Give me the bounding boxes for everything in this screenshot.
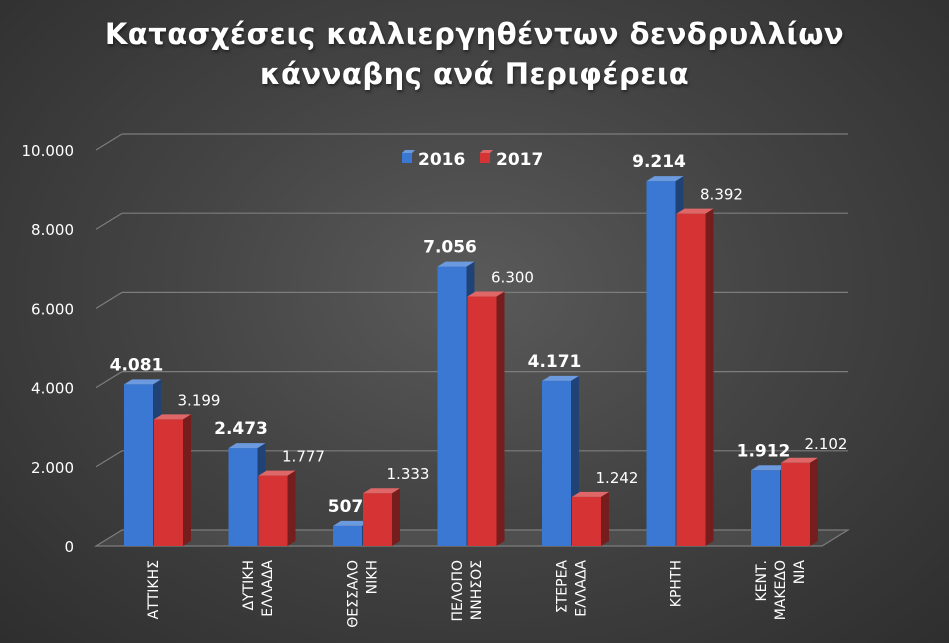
gridline-depth — [95, 291, 123, 309]
bar — [228, 448, 258, 546]
data-label: 7.056 — [423, 238, 477, 258]
bar — [542, 380, 571, 546]
y-tick-label: 0 — [64, 538, 74, 556]
legend-swatch-top — [402, 150, 415, 153]
x-tick-label: ΝΙΚΗ — [365, 560, 381, 594]
bar — [258, 475, 288, 546]
x-tick-label: ΑΤΤΙΚΗΣ — [146, 560, 162, 619]
bar — [572, 496, 601, 546]
chart-title: Κατασχέσεις καλλιεργηθέντων δενδρυλλίων … — [0, 14, 949, 94]
bar-top — [781, 457, 818, 463]
x-tick-label: ΠΕΛΟΠΟ — [450, 560, 466, 622]
data-label: 2.473 — [214, 419, 268, 439]
bar — [363, 493, 392, 546]
bar-top — [333, 520, 370, 526]
bar-side — [810, 457, 818, 546]
y-tick-label: 6.000 — [31, 300, 74, 318]
data-label: 1.242 — [596, 469, 639, 487]
chart-title-line-2: κάνναβης ανά Περιφέρεια — [259, 57, 690, 91]
x-tick-label: ΕΛΛΑΔΑ — [260, 560, 276, 617]
bar-side — [496, 291, 505, 546]
legend-label: 2017 — [496, 150, 543, 170]
data-label: 4.171 — [528, 352, 582, 372]
gridline-depth — [95, 450, 123, 468]
bar-top — [676, 208, 714, 214]
x-tick-label: ΕΛΛΑΔΑ — [574, 560, 590, 617]
data-label: 1.777 — [282, 448, 325, 466]
data-label: 1.912 — [737, 441, 791, 461]
data-label: 8.392 — [700, 186, 743, 204]
bar-top — [572, 491, 609, 497]
bar-top — [363, 488, 400, 494]
bar — [751, 470, 780, 546]
data-label: 1.333 — [387, 465, 430, 483]
legend-swatch — [402, 153, 412, 163]
x-tick-label: ΜΑΚΕΔΟ — [773, 560, 789, 620]
bar-top — [751, 465, 788, 471]
x-tick-label: ΘΕΣΣΑΛΟ — [346, 560, 362, 628]
bar — [154, 419, 183, 546]
legend-swatch — [480, 153, 490, 163]
bar-side — [392, 488, 400, 546]
bar-top — [467, 291, 505, 297]
bar — [676, 213, 706, 546]
data-label: 4.081 — [110, 355, 164, 375]
bar — [646, 181, 676, 546]
bar-top — [228, 443, 266, 449]
x-tick-label: ΚΡΗΤΗ — [669, 560, 685, 607]
y-tick-label: 10.000 — [22, 142, 75, 160]
bar-top — [542, 375, 579, 381]
bar-top — [646, 176, 684, 182]
y-tick-label: 4.000 — [31, 380, 74, 398]
data-label: 2.102 — [805, 435, 848, 453]
bar-top — [437, 261, 475, 267]
bar — [467, 296, 497, 546]
bar — [124, 384, 153, 546]
x-tick-label: ΝΝΗΣΟΣ — [469, 560, 485, 620]
x-tick-label: ΚΕΝΤ. — [754, 560, 770, 602]
bar-side — [705, 208, 714, 546]
bar — [437, 266, 467, 546]
legend-label: 2016 — [418, 150, 465, 170]
x-tick-label: ΝΙΑ — [792, 560, 808, 585]
bar — [333, 525, 362, 546]
y-tick-label: 8.000 — [31, 221, 74, 239]
bar-side — [183, 414, 191, 546]
x-tick-label: ΣΤΕΡΕΑ — [555, 560, 571, 614]
data-label: 507 — [328, 497, 364, 517]
data-label: 6.300 — [491, 269, 534, 287]
gridline-depth — [95, 212, 123, 230]
chart-title-line-1: Κατασχέσεις καλλιεργηθέντων δενδρυλλίων — [104, 17, 845, 51]
x-tick-label: ΔΥΤΙΚΗ — [241, 560, 257, 611]
y-tick-label: 2.000 — [31, 459, 74, 477]
gridline-depth — [95, 133, 123, 151]
legend-swatch-top — [480, 150, 493, 153]
bar-top — [124, 379, 161, 385]
bar-side — [287, 470, 296, 546]
bar-top — [258, 470, 296, 476]
bar-side — [601, 491, 609, 546]
bar-top — [154, 414, 191, 420]
data-label: 3.199 — [178, 391, 221, 409]
bar — [781, 462, 810, 546]
gridline-depth — [95, 371, 123, 389]
data-label: 9.214 — [632, 152, 686, 172]
